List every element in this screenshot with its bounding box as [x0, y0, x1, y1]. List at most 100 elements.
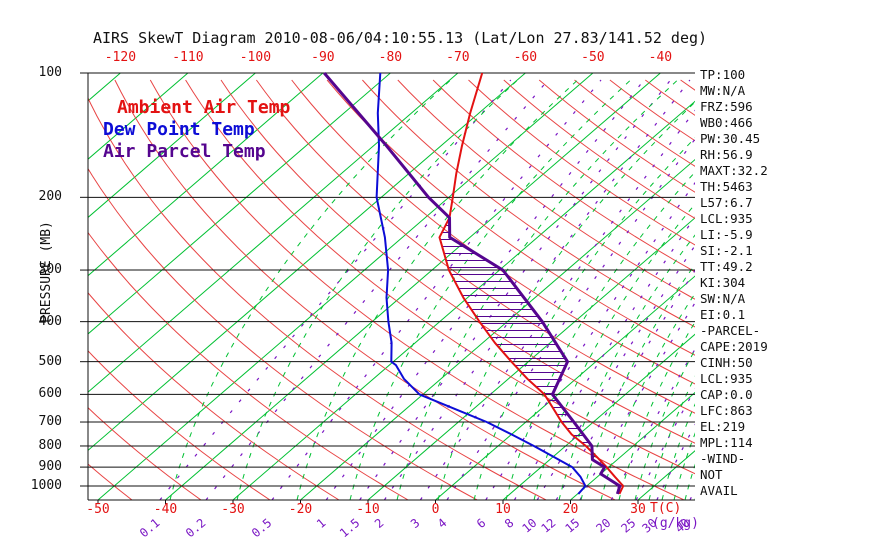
mixing-ratio-line [359, 79, 671, 500]
dry-adiabat-line [362, 79, 695, 328]
stat-line: TT:49.2 [700, 259, 753, 274]
pressure-tick-label: 900 [38, 459, 62, 475]
pressure-tick-label: 200 [38, 189, 62, 205]
stat-line: -PARCEL- [700, 323, 761, 338]
isotherm-line [570, 391, 695, 500]
dew-point-temp-curve [375, 72, 587, 495]
legend-ambient-air-temp: Ambient Air Temp [117, 97, 291, 118]
legend-dew-point-temp: Dew Point Temp [103, 119, 255, 140]
moist-adiabat-line [580, 263, 695, 500]
moist-adiabat-line [349, 79, 631, 500]
pressure-grid [80, 72, 695, 504]
temp-top-tick-label: -40 [648, 50, 673, 65]
moist-adiabat-line [169, 79, 451, 500]
isotherm-line [97, 73, 594, 500]
stat-line: MPL:114 [700, 435, 753, 450]
temp-top-tick-label: -90 [311, 50, 335, 65]
isotherm-line [88, 73, 324, 277]
pressure-tick-label: 500 [38, 353, 62, 369]
stat-line: LCL:935 [700, 371, 753, 386]
mixing-ratio-line [271, 79, 602, 500]
dry-adiabat-line [88, 167, 478, 500]
temp-bottom-tick-label: -40 [153, 502, 178, 517]
moist-adiabat-line [396, 79, 678, 500]
temp-bottom-tick-label: 0 [431, 502, 440, 517]
stat-line: TH:5463 [700, 179, 753, 194]
temp-bottom-tick-label: 10 [495, 502, 511, 517]
moist-adiabat-line [533, 203, 695, 500]
pressure-tick-label: 800 [38, 437, 62, 453]
stat-line: SW:N/A [700, 291, 746, 306]
mixing-ratio-line [205, 79, 549, 500]
stat-line: RH:56.9 [700, 147, 753, 162]
dry-adiabat-line [149, 79, 685, 500]
pressure-tick-label: 700 [38, 414, 62, 430]
pressure-tick-label: 600 [38, 386, 62, 402]
mixing-ratio-line [419, 109, 695, 500]
moist-adiabat-line [473, 137, 695, 500]
dry-adiabat-line [326, 79, 695, 356]
isotherm-line [165, 73, 661, 500]
stat-line: LCL:935 [700, 211, 753, 226]
stat-line: CINH:50 [700, 355, 753, 370]
dry-adiabat-line [114, 79, 616, 500]
dry-adiabat-line [432, 79, 695, 273]
moist-adiabat-line [505, 171, 695, 500]
stat-line: MW:N/A [700, 83, 746, 98]
temp-top-tick-label: -60 [513, 50, 538, 65]
dry-adiabat-line [88, 350, 271, 500]
chart-title: AIRS SkewT Diagram 2010-08-06/04:10:55.1… [92, 29, 708, 47]
dry-adiabat-line [538, 79, 695, 193]
stat-line: LI:-5.9 [700, 227, 753, 242]
temp-bottom-tick-label: -20 [288, 502, 313, 517]
dry-adiabat-line [88, 291, 340, 500]
dry-adiabat-line [88, 231, 409, 500]
mixing-ratio-line [446, 138, 695, 500]
dry-adiabat-line [220, 79, 695, 444]
dry-adiabat-line [503, 79, 695, 219]
temp-top-tick-label: -80 [378, 50, 403, 65]
temp-top-tick-label: -120 [104, 50, 137, 65]
legend-air-parcel-temp: Air Parcel Temp [103, 141, 266, 162]
stat-line: NOT [700, 467, 723, 482]
temp-bottom-tick-label: 30 [630, 502, 646, 517]
temp-bottom-tick-label: -10 [356, 502, 380, 517]
stats-panel: TP:100 MW:N/A FRZ:596 WB0:466 PW:30.45 RH:56.… [700, 67, 868, 499]
temp-axis-unit-label: T(C) [650, 501, 682, 516]
isotherm-line [367, 217, 695, 500]
mixing-ratio-line [383, 79, 691, 500]
isotherm-line [88, 73, 391, 335]
dry-adiabat-line [574, 79, 695, 167]
isotherm-line [88, 73, 189, 160]
moist-adiabat-line [558, 234, 695, 500]
temp-bottom-tick-label: -30 [221, 502, 245, 517]
pressure-tick-label: 400 [38, 313, 62, 329]
stat-line: EL:219 [700, 419, 746, 434]
stat-line: MAXT:32.2 [700, 163, 768, 178]
ambient-air-temp-curve [438, 72, 625, 495]
stat-line: AVAIL [700, 483, 738, 498]
isotherm-line [502, 333, 695, 500]
isotherm-line [435, 275, 695, 500]
stat-line: KI:304 [700, 275, 746, 290]
stat-line: TP:100 [700, 67, 746, 82]
stat-line: FRZ:596 [700, 99, 753, 114]
dry-adiabat-line [88, 406, 202, 500]
dry-adiabat-line [397, 79, 695, 300]
mixing-ratio-unit-label: (g/kg) [652, 516, 699, 531]
temp-top-tick-label: -70 [446, 50, 470, 65]
temp-bottom-tick-label: 20 [562, 502, 579, 517]
cape-hatch-area [439, 217, 597, 460]
pressure-tick-label: 300 [38, 262, 62, 278]
isotherm-line [88, 73, 256, 219]
stat-line: LFC:863 [700, 403, 753, 418]
skewt-background-grid [88, 73, 695, 500]
moist-adiabat-line [296, 79, 578, 500]
temp-top-tick-label: -100 [239, 50, 272, 65]
stat-line: PW:30.45 [700, 131, 761, 146]
stat-line: WB0:466 [700, 115, 753, 130]
dry-adiabat-line [468, 79, 695, 246]
temp-bottom-tick-label: -50 [86, 502, 110, 517]
